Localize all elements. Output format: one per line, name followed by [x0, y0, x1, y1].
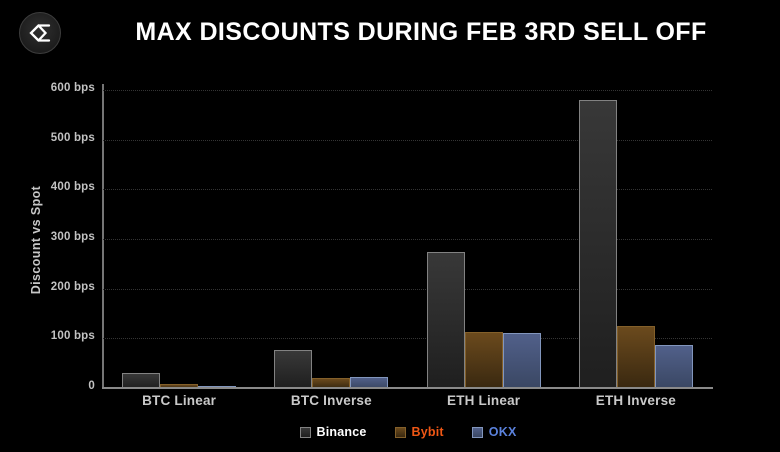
y-axis-line: [102, 84, 104, 388]
legend-swatch-bybit-icon: [394, 426, 406, 438]
gridline-300: [103, 239, 712, 240]
bar-binance-btc-inverse: [274, 350, 312, 388]
legend-label-okx: OKX: [488, 425, 517, 439]
y-tick-500: 500 bps: [50, 131, 95, 144]
gridline-500: [103, 139, 712, 141]
chart-title: MAX DISCOUNTS DURING FEB 3RD SELL OFF: [135, 18, 707, 46]
gridline-100: [103, 338, 712, 340]
bar-okx-btc-inverse: [350, 377, 388, 388]
legend-label-binance: Binance: [316, 425, 367, 439]
bar-bybit-btc-inverse: [312, 378, 350, 388]
legend-label-bybit: Bybit: [411, 425, 444, 439]
y-tick-400: 400 bps: [50, 181, 95, 194]
bar-binance-eth-inverse: [579, 100, 617, 388]
y-tick-300: 300 bps: [50, 231, 95, 243]
bar-okx-eth-inverse: [655, 345, 693, 388]
x-label-btc-inverse: BTC Inverse: [290, 393, 372, 408]
legend-swatch-binance-icon: [299, 426, 311, 438]
y-tick-200: 200 bps: [50, 280, 95, 293]
bar-binance-eth-linear: [427, 252, 465, 388]
gridline-400: [103, 189, 712, 191]
y-tick-100: 100 bps: [50, 330, 95, 343]
bar-bybit-eth-inverse: [617, 326, 655, 388]
legend-item-binance: Binance: [299, 425, 367, 439]
bar-bybit-btc-linear: [160, 384, 198, 388]
x-label-eth-linear: ETH Linear: [446, 393, 521, 408]
chart-legend: Binance Bybit OKX: [103, 425, 713, 439]
gridline-600: [103, 90, 712, 91]
gridline-200: [103, 288, 712, 290]
bar-binance-btc-linear: [122, 373, 160, 388]
y-tick-600: 600 bps: [50, 82, 95, 94]
bar-bybit-eth-linear: [465, 332, 503, 388]
x-label-btc-linear: BTC Linear: [142, 393, 217, 408]
bar-okx-eth-linear: [503, 333, 541, 388]
legend-swatch-okx-icon: [471, 426, 483, 438]
plot-area: [103, 90, 712, 388]
y-tick-0: 0: [88, 380, 95, 392]
sigma-diamond-logo-icon: [19, 12, 61, 54]
legend-item-okx: OKX: [471, 425, 517, 439]
x-axis-line: [102, 387, 713, 389]
x-label-eth-inverse: ETH Inverse: [595, 393, 676, 408]
legend-item-bybit: Bybit: [394, 425, 444, 439]
